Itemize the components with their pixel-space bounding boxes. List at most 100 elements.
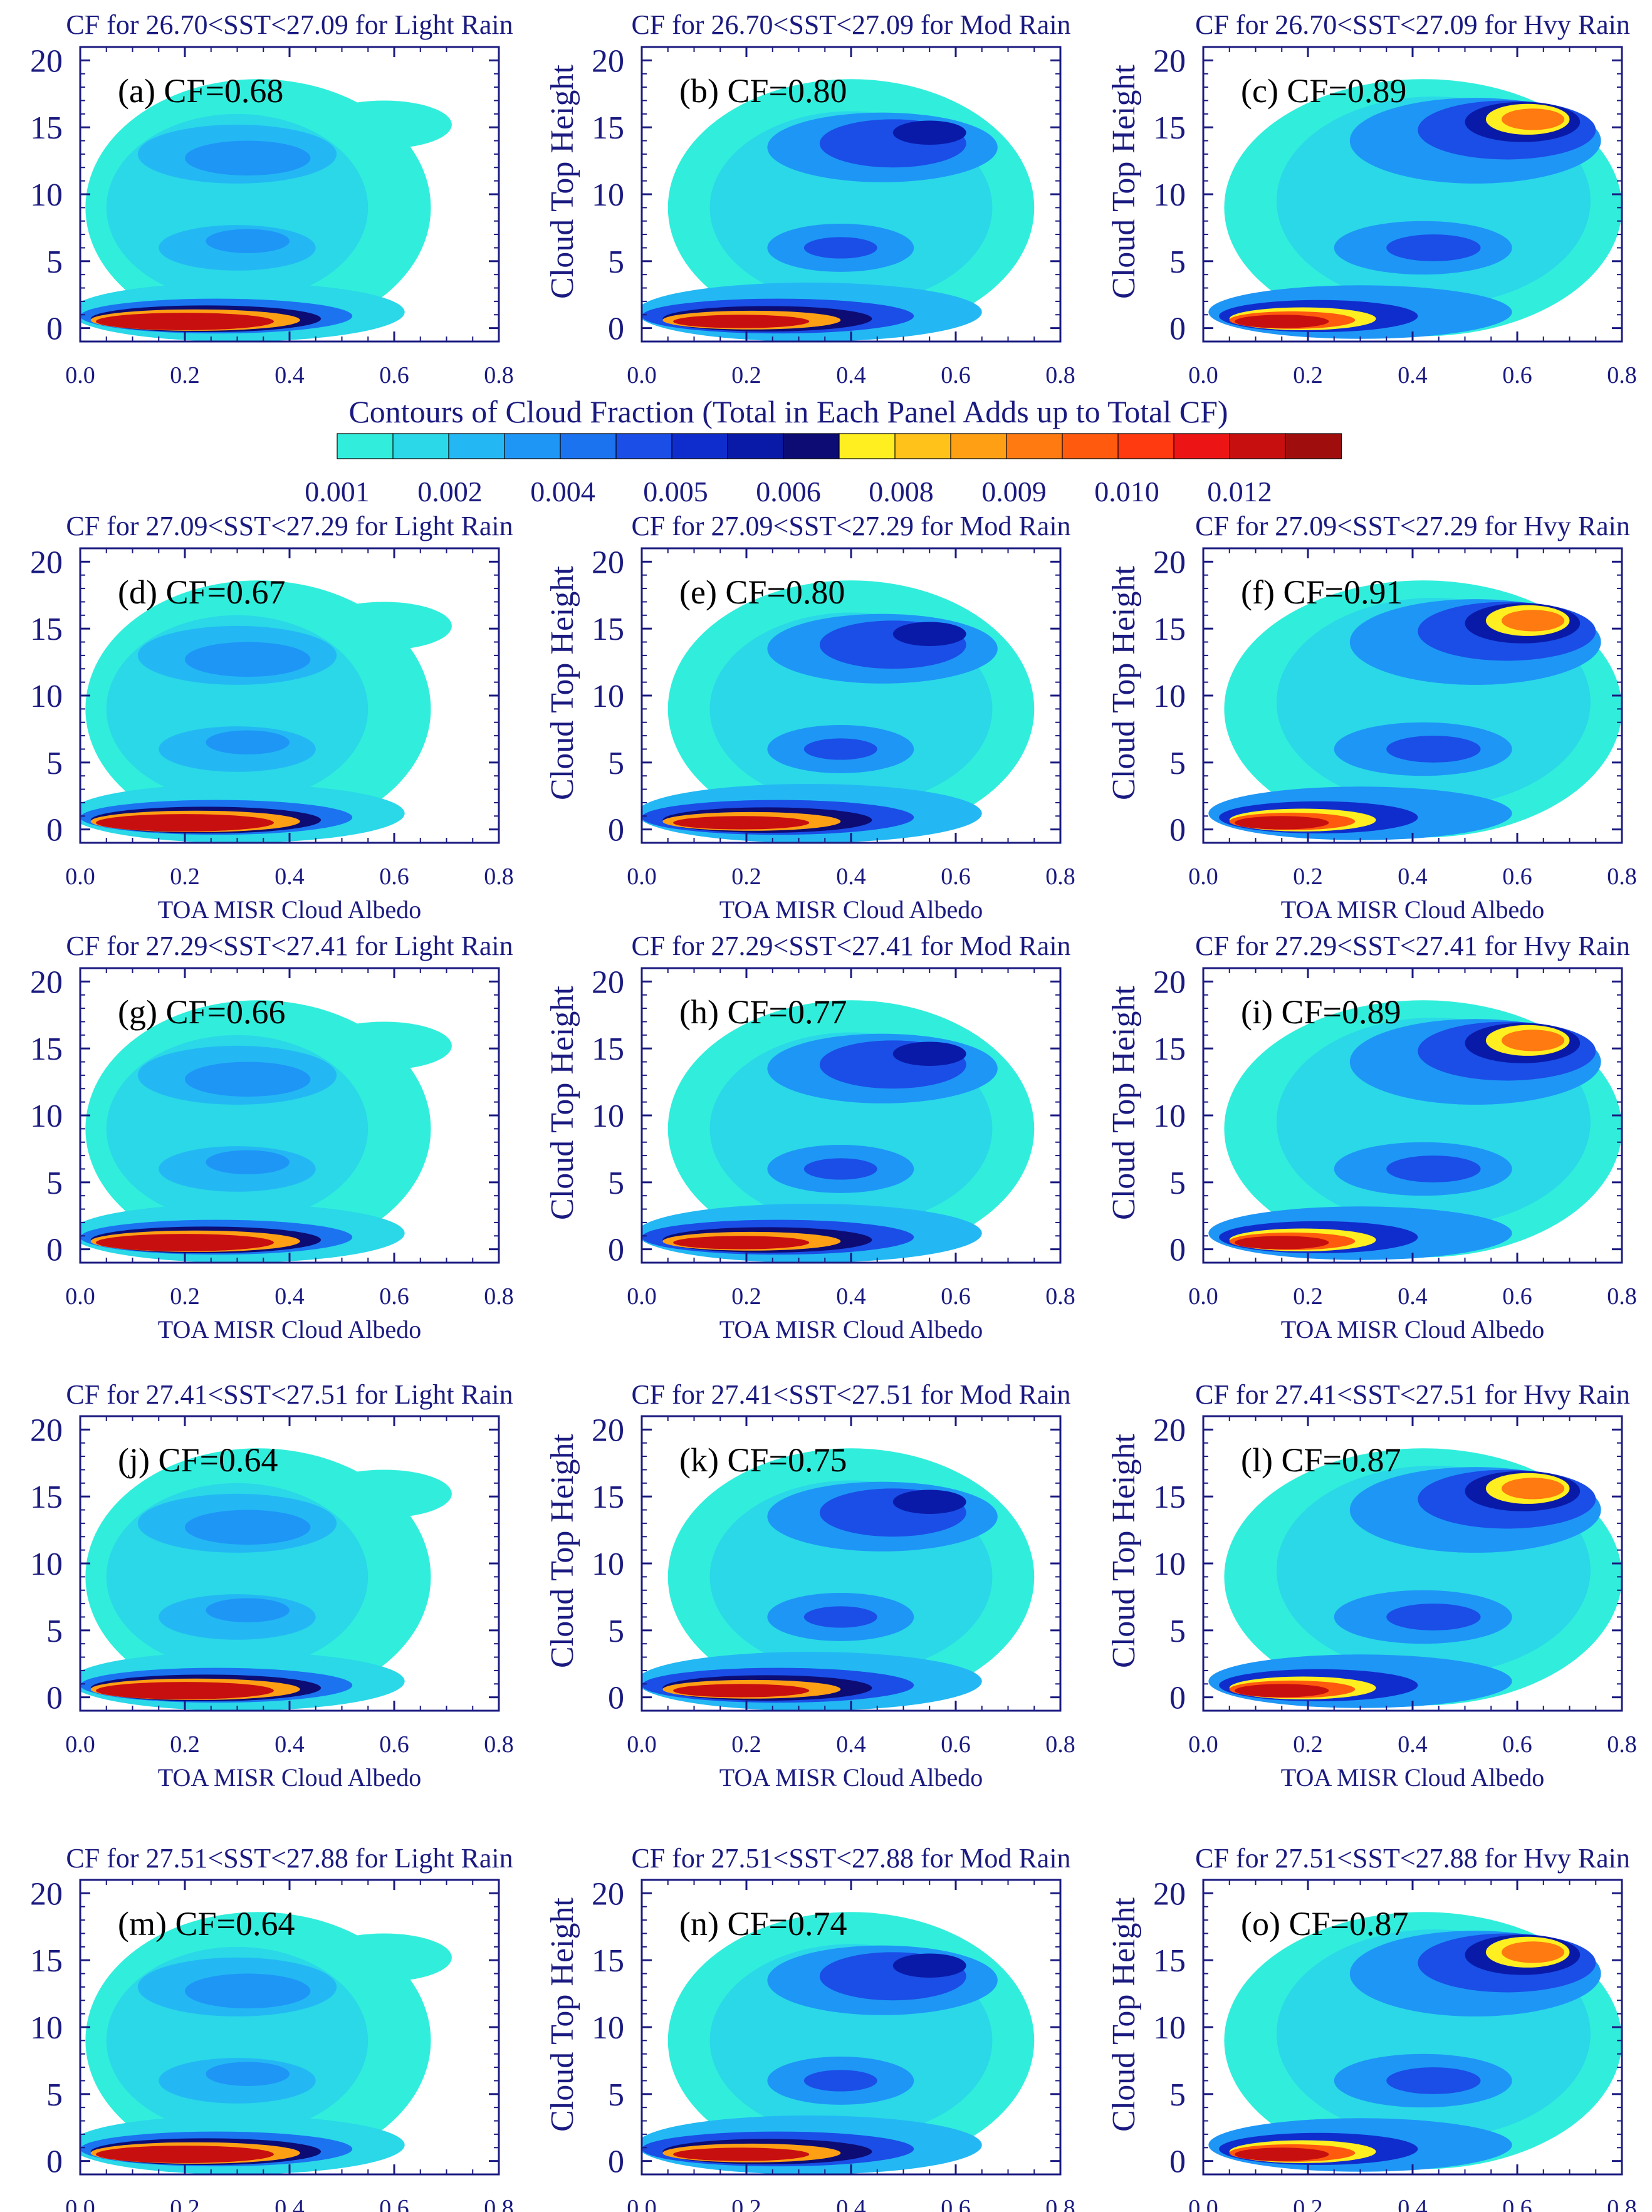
panel-annotation: (d) CF=0.67 [118, 573, 285, 611]
colorbar-tick-label: 0.012 [1207, 476, 1272, 508]
x-tick-label: 0.8 [484, 362, 514, 389]
x-tick-label: 0.4 [274, 2195, 305, 2212]
contour-level [1501, 108, 1565, 130]
colorbar-swatch [560, 433, 617, 459]
y-tick-label: 10 [1153, 1098, 1186, 1134]
contour-level [206, 229, 290, 253]
y-tick-label: 5 [46, 746, 63, 781]
colorbar-swatch [727, 433, 785, 459]
x-tick-label: 0.4 [274, 362, 305, 389]
x-tick-label: 0.8 [1045, 863, 1075, 890]
y-tick-label: 0 [46, 813, 63, 848]
x-tick-label: 0.6 [379, 1731, 409, 1758]
x-tick-label: 0.4 [274, 1283, 305, 1310]
x-tick-label: 0.8 [484, 2195, 514, 2212]
contour-field [80, 1912, 452, 2174]
y-tick-label: 10 [592, 1547, 624, 1582]
x-tick-label: 0.2 [170, 2195, 200, 2212]
contour-level [1235, 816, 1329, 830]
y-axis-label: Cloud Top Height [545, 1897, 580, 2132]
x-tick-label: 0.2 [1293, 2195, 1323, 2212]
contour-level [673, 1236, 810, 1249]
x-tick-label: 0.8 [1607, 863, 1637, 890]
colorbar-swatch [337, 433, 394, 459]
contour-level [892, 1041, 966, 1066]
panel-annotation: (o) CF=0.87 [1241, 1905, 1408, 1943]
y-tick-label: 10 [1153, 177, 1186, 213]
panel: 0.0 0.2 0.4 0.6 0.8 0 5 10 15 20 CF for 27.51<SST<… [1106, 1843, 1637, 2212]
panel-title: CF for 27.29<SST<27.41 for Mod Rain [631, 931, 1070, 961]
x-tick-label: 0.2 [1293, 1283, 1323, 1310]
y-tick-label: 5 [608, 1614, 624, 1649]
y-tick-label: 5 [46, 244, 63, 280]
contour-level [803, 2070, 877, 2092]
y-tick-label: 5 [1169, 1166, 1186, 1201]
x-tick-label: 0.2 [731, 2195, 761, 2212]
x-tick-label: 0.4 [274, 863, 305, 890]
y-tick-label: 0 [608, 2144, 624, 2180]
contour-level [673, 1684, 810, 1698]
y-tick-label: 0 [1169, 311, 1186, 347]
x-tick-label: 0.2 [170, 1283, 200, 1310]
x-tick-label: 0.4 [1398, 863, 1428, 890]
panel-annotation: (m) CF=0.64 [118, 1905, 295, 1943]
y-tick-label: 5 [1169, 244, 1186, 280]
y-tick-label: 5 [46, 1614, 63, 1649]
y-tick-label: 20 [1153, 1876, 1186, 1912]
colorbar-tick-label: 0.006 [756, 476, 821, 508]
colorbar-swatch [1173, 433, 1231, 459]
contour-level [673, 816, 810, 830]
x-tick-label: 0.6 [1502, 1283, 1532, 1310]
x-tick-label: 0.0 [65, 2195, 95, 2212]
x-tick-label: 0.2 [731, 1731, 761, 1758]
y-tick-label: 15 [1153, 1479, 1186, 1515]
contour-field [642, 1912, 1035, 2174]
y-tick-label: 20 [30, 1876, 63, 1912]
contour-level [673, 315, 810, 328]
y-tick-label: 15 [30, 110, 63, 146]
y-tick-label: 0 [1169, 1681, 1186, 1716]
contour-field [80, 1000, 452, 1263]
x-tick-label: 0.2 [170, 1731, 200, 1758]
panel-title: CF for 26.70<SST<27.09 for Hvy Rain [1195, 9, 1630, 40]
panel-annotation: (h) CF=0.77 [679, 993, 847, 1031]
y-tick-label: 10 [30, 1098, 63, 1134]
contour-level [96, 313, 274, 330]
x-tick-label: 0.2 [731, 863, 761, 890]
panel-annotation: (g) CF=0.66 [118, 993, 285, 1031]
colorbar-tick-label: 0.005 [643, 476, 708, 508]
y-tick-label: 20 [592, 964, 624, 1000]
x-tick-label: 0.0 [1188, 863, 1218, 890]
panels: 0.0 0.2 0.4 0.6 0.8 0 5 10 15 20 CF for 26.70<SST<… [30, 9, 1637, 2212]
colorbar-tick-label: 0.009 [981, 476, 1047, 508]
contour-level [1386, 1156, 1481, 1182]
x-tick-label: 0.2 [1293, 863, 1323, 890]
x-tick-label: 0.6 [941, 1731, 971, 1758]
panel-title: CF for 27.29<SST<27.41 for Hvy Rain [1195, 931, 1630, 961]
y-tick-label: 10 [592, 679, 624, 714]
x-tick-label: 0.2 [731, 1283, 761, 1310]
y-tick-label: 10 [1153, 1547, 1186, 1582]
x-tick-label: 0.4 [836, 2195, 866, 2212]
panel-annotation: (e) CF=0.80 [679, 573, 845, 611]
colorbar-swatch [1062, 433, 1119, 459]
contour-field [1208, 79, 1622, 339]
y-tick-label: 0 [1169, 2144, 1186, 2180]
x-tick-label: 0.2 [1293, 362, 1323, 389]
y-tick-label: 20 [1153, 43, 1186, 79]
contour-level [185, 140, 311, 176]
contour-level [206, 2062, 290, 2086]
panel-title: CF for 27.09<SST<27.29 for Mod Rain [631, 511, 1070, 541]
y-tick-label: 20 [1153, 1412, 1186, 1448]
y-tick-label: 5 [1169, 2077, 1186, 2113]
contour-level [1386, 234, 1481, 261]
x-tick-label: 0.6 [379, 863, 409, 890]
x-axis-label: TOA MISR Cloud Albedo [1281, 1763, 1544, 1792]
